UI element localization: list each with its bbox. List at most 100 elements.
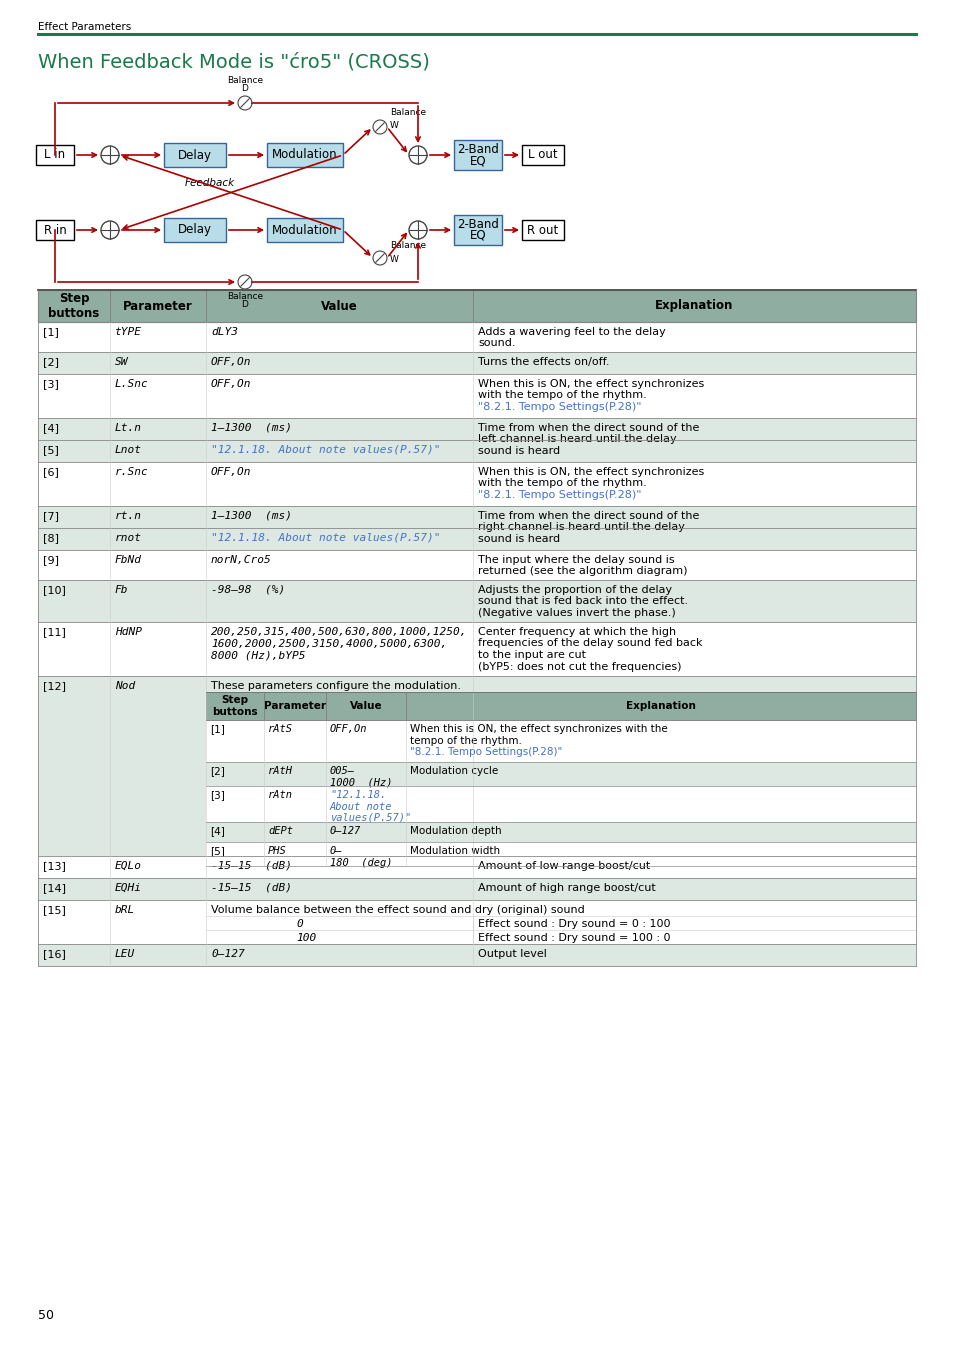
Text: [12]: [12] <box>43 680 66 691</box>
Text: When this is ON, the effect synchronizes with the: When this is ON, the effect synchronizes… <box>410 724 667 734</box>
Text: OFF,On: OFF,On <box>211 467 252 477</box>
Text: Amount of low range boost/cut: Amount of low range boost/cut <box>477 861 650 871</box>
Bar <box>521 144 563 165</box>
Text: to the input are cut: to the input are cut <box>477 649 585 660</box>
Text: OFF,On: OFF,On <box>330 724 367 734</box>
Text: [1]: [1] <box>210 724 225 734</box>
Text: Fb: Fb <box>115 585 129 595</box>
Bar <box>38 676 915 856</box>
Bar <box>206 761 915 786</box>
Text: 1000  (Hz): 1000 (Hz) <box>330 778 392 787</box>
Circle shape <box>409 221 427 239</box>
Text: Lt.n: Lt.n <box>115 423 142 433</box>
Text: EQLo: EQLo <box>115 861 142 871</box>
Bar <box>38 418 915 440</box>
Text: 0–127: 0–127 <box>211 949 245 958</box>
Text: [6]: [6] <box>43 467 59 477</box>
Text: OFF,On: OFF,On <box>211 379 252 389</box>
Text: Modulation width: Modulation width <box>410 846 499 856</box>
Bar <box>454 140 501 170</box>
Text: [4]: [4] <box>43 423 59 433</box>
Bar <box>38 878 915 900</box>
Text: D: D <box>241 84 248 93</box>
Text: Amount of high range boost/cut: Amount of high range boost/cut <box>477 883 655 892</box>
Text: rAtS: rAtS <box>268 724 293 734</box>
Text: Time from when the direct sound of the: Time from when the direct sound of the <box>477 512 699 521</box>
Text: D: D <box>241 300 248 309</box>
Text: L.Snc: L.Snc <box>115 379 149 389</box>
Text: 0: 0 <box>295 919 302 929</box>
Text: Adds a wavering feel to the delay: Adds a wavering feel to the delay <box>477 327 665 338</box>
Text: EQ: EQ <box>469 230 486 242</box>
Text: with the tempo of the rhythm.: with the tempo of the rhythm. <box>477 390 646 401</box>
Text: 100: 100 <box>295 933 315 944</box>
Bar <box>164 217 226 242</box>
Text: "8.2.1. Tempo Settings(P.28)": "8.2.1. Tempo Settings(P.28)" <box>477 490 640 500</box>
Text: Effect sound : Dry sound = 100 : 0: Effect sound : Dry sound = 100 : 0 <box>477 933 670 944</box>
Text: [2]: [2] <box>43 356 59 367</box>
Text: [16]: [16] <box>43 949 66 958</box>
Bar <box>38 580 915 622</box>
Text: PHS: PHS <box>268 846 287 856</box>
Text: Delay: Delay <box>178 224 212 236</box>
Text: r.Snc: r.Snc <box>115 467 149 477</box>
Text: rnot: rnot <box>115 533 142 543</box>
Text: left channel is heard until the delay: left channel is heard until the delay <box>477 435 676 444</box>
Text: Lnot: Lnot <box>115 446 142 455</box>
Text: W: W <box>390 122 398 131</box>
Circle shape <box>101 221 119 239</box>
Circle shape <box>237 275 252 289</box>
Text: [15]: [15] <box>43 904 66 915</box>
Text: R out: R out <box>527 224 558 236</box>
Text: 1–1300  (ms): 1–1300 (ms) <box>211 512 292 521</box>
Text: Center frequency at which the high: Center frequency at which the high <box>477 626 676 637</box>
Text: About note: About note <box>330 802 392 811</box>
Text: 2-Band: 2-Band <box>456 217 498 231</box>
Text: 8000 (Hz),bYP5: 8000 (Hz),bYP5 <box>211 649 305 660</box>
Text: norN,Cro5: norN,Cro5 <box>211 555 272 566</box>
Text: When this is ON, the effect synchronizes: When this is ON, the effect synchronizes <box>477 467 703 477</box>
Text: tempo of the rhythm.: tempo of the rhythm. <box>410 736 521 745</box>
Text: 0–: 0– <box>330 846 342 856</box>
Text: When Feedback Mode is "ćro5" (CROSS): When Feedback Mode is "ćro5" (CROSS) <box>38 53 430 72</box>
Bar <box>38 622 915 676</box>
Bar <box>36 144 74 165</box>
Text: [1]: [1] <box>43 327 59 338</box>
Text: L out: L out <box>528 148 558 162</box>
Text: Modulation cycle: Modulation cycle <box>410 765 497 776</box>
Text: Adjusts the proportion of the delay: Adjusts the proportion of the delay <box>477 585 672 595</box>
Text: L in: L in <box>45 148 66 162</box>
Text: "12.1.18. About note values(P.57)": "12.1.18. About note values(P.57)" <box>211 446 440 455</box>
Circle shape <box>101 146 119 163</box>
Text: Time from when the direct sound of the: Time from when the direct sound of the <box>477 423 699 433</box>
Text: Volume balance between the effect sound and dry (original) sound: Volume balance between the effect sound … <box>211 904 584 915</box>
Text: (Negative values invert the phase.): (Negative values invert the phase.) <box>477 608 675 618</box>
Circle shape <box>373 251 387 265</box>
Bar <box>38 900 915 944</box>
Text: Value: Value <box>350 701 382 711</box>
Text: Balance: Balance <box>227 76 263 85</box>
Text: dEPt: dEPt <box>268 826 293 836</box>
Text: sound is heard: sound is heard <box>477 535 559 544</box>
Bar <box>206 693 915 720</box>
Circle shape <box>409 146 427 163</box>
Text: Balance: Balance <box>390 108 426 117</box>
Text: -15–15  (dB): -15–15 (dB) <box>211 883 292 892</box>
Text: Modulation: Modulation <box>272 224 337 236</box>
Text: EQ: EQ <box>469 154 486 167</box>
Bar <box>38 944 915 967</box>
Bar <box>38 352 915 374</box>
Bar <box>38 374 915 418</box>
Text: "12.1.18. About note values(P.57)": "12.1.18. About note values(P.57)" <box>211 533 440 543</box>
Text: W: W <box>390 255 398 263</box>
Circle shape <box>373 120 387 134</box>
Bar <box>38 856 915 878</box>
Text: Output level: Output level <box>477 949 546 958</box>
Bar <box>267 143 343 167</box>
Circle shape <box>237 96 252 109</box>
Text: When this is ON, the effect synchronizes: When this is ON, the effect synchronizes <box>477 379 703 389</box>
Bar <box>267 217 343 242</box>
Text: HdNP: HdNP <box>115 626 142 637</box>
Bar <box>38 290 915 323</box>
Bar <box>36 220 74 240</box>
